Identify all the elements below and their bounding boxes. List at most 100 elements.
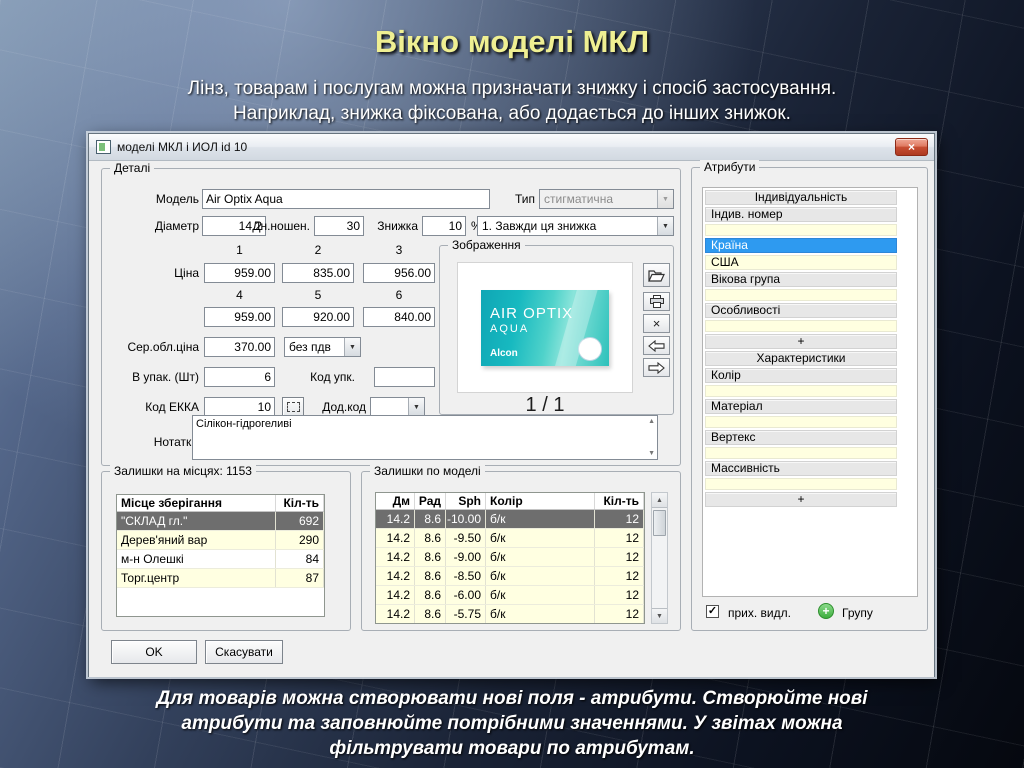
pack-code-input[interactable] [374,367,435,387]
scroll-up-icon[interactable]: ▲ [648,418,655,425]
add-group-label[interactable]: Групу [842,606,873,620]
table-row[interactable]: 14.2 8.6 -8.50 б/к 12 [376,567,644,586]
stock-model-table: Дм Рад Sph Колір Кіл-ть 14.2 8.6 -10.00 … [375,492,645,624]
prev-image-button[interactable] [643,336,670,355]
attr-value-row[interactable] [705,289,897,301]
discount-input[interactable]: 10 [422,216,466,236]
place-cell: м-н Олешкі [117,550,276,568]
attr-item[interactable]: Матеріал [705,399,897,414]
scrollbar-thumb[interactable] [653,510,666,536]
rad-cell: 8.6 [415,529,446,547]
attr-value-row[interactable] [705,320,897,332]
ok-button[interactable]: OK [111,640,197,664]
scroll-down-icon[interactable]: ▼ [652,608,667,623]
color-cell: б/к [486,529,595,547]
model-input[interactable]: Air Optix Aqua [202,189,490,209]
open-image-button[interactable] [643,263,670,287]
attr-add-button[interactable]: + [705,492,897,507]
rad-cell: 8.6 [415,548,446,566]
percent-label: % [471,219,485,233]
model-label: Модель [155,192,199,206]
attr-value-row[interactable] [705,224,897,236]
show-hidden-checkbox[interactable]: ✓ [706,605,719,618]
ekka-select-button[interactable] [282,397,304,417]
attr-item[interactable]: Массивність [705,461,897,476]
attributes-group: Атрибути Індивідуальність Індив. номер К… [691,160,928,631]
chevron-down-icon: ▼ [657,217,673,235]
slide-footer-line2: атрибути та заповнюйте потрібними значен… [181,713,843,734]
details-group: Деталі Модель Air Optix Aqua Тип стигмат… [101,161,681,466]
diameter-input[interactable]: 14.2 [202,216,266,236]
add-code-value [371,398,408,416]
chevron-down-icon: ▼ [344,338,360,356]
table-row[interactable]: 14.2 8.6 -6.00 б/к 12 [376,586,644,605]
type-label: Тип [514,192,535,206]
avg-price-input[interactable]: 370.00 [204,337,275,357]
table-row[interactable]: 14.2 8.6 -10.00 б/к 12 [376,510,644,529]
header-rad: Рад [415,493,446,509]
add-code-dropdown[interactable]: ▼ [370,397,425,417]
attr-add-button[interactable]: + [705,334,897,349]
table-row[interactable]: 14.2 8.6 -9.00 б/к 12 [376,548,644,567]
next-image-button[interactable] [643,358,670,377]
wear-days-input[interactable]: 30 [314,216,364,236]
pack-qty-input[interactable]: 6 [204,367,275,387]
dm-cell: 14.2 [376,510,415,528]
attr-item[interactable]: Вертекс [705,430,897,445]
image-group: Зображення AIR OPTIX AQUA Alcon 1 / 1 [439,238,674,416]
price-6-input[interactable]: 840.00 [363,307,435,327]
avg-price-label: Сер.обл.ціна [127,340,199,354]
table-row[interactable]: "СКЛАД гл." 692 [117,512,324,531]
table-row[interactable]: 14.2 8.6 -9.50 б/к 12 [376,529,644,548]
price-1-input[interactable]: 959.00 [204,263,275,283]
vat-dropdown[interactable]: без пдв ▼ [284,337,361,357]
slide-subtitle-line2: Наприклад, знижка фіксована, або додаєть… [233,103,791,124]
window-titlebar[interactable]: моделі МКЛ і ИОЛ id 10 × [89,134,934,161]
price-col-6: 6 [395,288,403,302]
delete-image-button[interactable]: × [643,314,670,333]
rad-cell: 8.6 [415,510,446,528]
table-row[interactable]: 14.2 8.6 -5.75 б/к 12 [376,605,644,623]
add-group-icon[interactable]: + [818,603,834,619]
attr-item[interactable]: Вікова група [705,272,897,287]
chevron-down-icon: ▼ [408,398,424,416]
price-4-input[interactable]: 959.00 [204,307,275,327]
attr-item[interactable]: Індив. номер [705,207,897,222]
price-5-input[interactable]: 920.00 [282,307,354,327]
header-qty: Кіл-ть [276,495,324,511]
attr-value-row[interactable] [705,447,897,459]
window-icon [96,140,111,154]
price-3-input[interactable]: 956.00 [363,263,435,283]
price-col-5: 5 [314,288,322,302]
attr-value-row[interactable] [705,385,897,397]
table-row[interactable]: Торг.центр 87 [117,569,324,588]
rad-cell: 8.6 [415,586,446,604]
product-box-art: AIR OPTIX AQUA Alcon [481,290,609,366]
ekka-code-input[interactable]: 10 [204,397,275,417]
print-image-button[interactable] [643,292,670,311]
attr-value-row[interactable] [705,416,897,428]
slide-subtitle: Лінз, товарам і послугам можна призначат… [0,76,1024,126]
attr-value-row[interactable] [705,478,897,490]
scroll-down-icon[interactable]: ▼ [648,450,655,457]
attr-item[interactable]: Особливості [705,303,897,318]
add-code-label: Дод.код [322,400,366,414]
scroll-up-icon[interactable]: ▲ [652,493,667,508]
attr-value-row[interactable]: США [705,255,897,270]
attr-section-header[interactable]: Характеристики [705,351,897,366]
marquee-icon [286,402,300,412]
table-row[interactable]: м-н Олешкі 84 [117,550,324,569]
price-col-3: 3 [395,243,403,257]
notes-textarea[interactable]: Сілікон-гідрогеливі ▲ ▼ [192,415,658,460]
attr-item[interactable]: Колір [705,368,897,383]
color-cell: б/к [486,605,595,623]
attr-item-selected[interactable]: Країна [705,238,897,253]
price-2-input[interactable]: 835.00 [282,263,354,283]
notes-label: Нотатки [153,435,198,449]
attr-section-header[interactable]: Індивідуальність [705,190,897,205]
discount-mode-dropdown[interactable]: 1. Завжди ця знижка ▼ [477,216,674,236]
cancel-button[interactable]: Скасувати [205,640,283,664]
table-scrollbar[interactable]: ▲ ▼ [651,492,668,624]
close-button[interactable]: × [895,138,928,156]
table-row[interactable]: Дерев'яний вар 290 [117,531,324,550]
